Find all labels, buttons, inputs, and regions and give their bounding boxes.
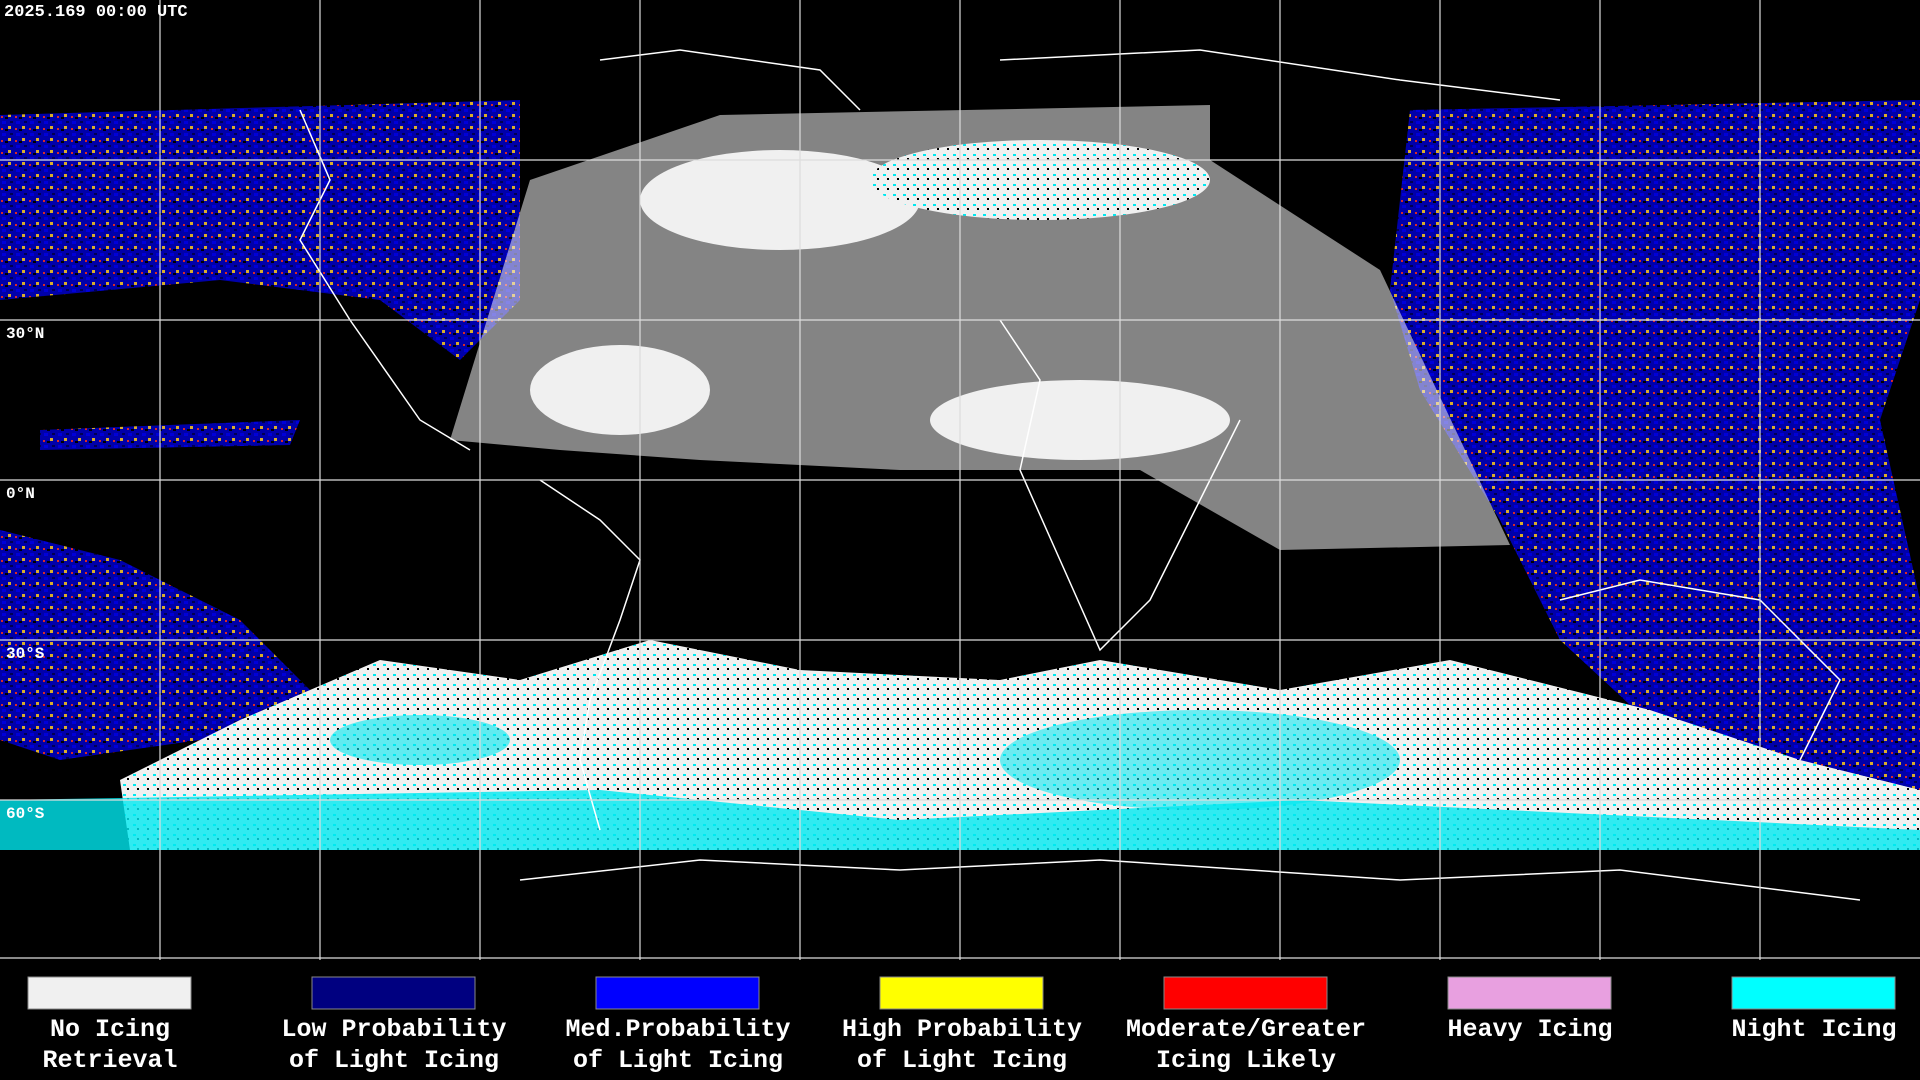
legend-label: of Light Icing — [573, 1046, 783, 1075]
coastline — [999, 319, 1241, 652]
latitude-labels: 30°N 0°N 30°S 60°S — [6, 325, 45, 823]
legend-swatch — [595, 976, 760, 1010]
icing-field — [0, 100, 1920, 850]
legend-label: Moderate/Greater — [1126, 1015, 1366, 1044]
legend-swatch — [1163, 976, 1328, 1010]
coastlines — [299, 49, 1861, 901]
latitude-label: 30°N — [6, 325, 44, 343]
legend-label: of Light Icing — [857, 1046, 1067, 1075]
legend-label: Low Probability — [281, 1015, 506, 1044]
coastline — [539, 479, 641, 831]
cloud-region — [640, 150, 920, 250]
coastline — [519, 859, 1861, 901]
latitude-label: 0°N — [6, 485, 35, 503]
latitude-label: 30°S — [6, 645, 45, 663]
icing-region — [0, 100, 520, 360]
legend-swatch — [1731, 976, 1896, 1010]
night-icing-region — [1000, 710, 1400, 810]
legend-label: High Probability — [842, 1015, 1082, 1044]
legend-label: Icing Likely — [1156, 1046, 1336, 1075]
legend-label: Med.Probability — [565, 1015, 790, 1044]
legend-swatch — [27, 976, 192, 1010]
icing-region — [1390, 100, 1920, 790]
legend-label: of Light Icing — [289, 1046, 499, 1075]
legend-label: Night Icing — [1731, 1015, 1896, 1044]
cloud-region — [530, 345, 710, 435]
legend-swatch — [1447, 976, 1612, 1010]
legend-label: Retrieval — [42, 1046, 177, 1075]
night-icing-region — [330, 715, 510, 765]
graticule — [0, 0, 1920, 960]
timestamp: 2025.169 00:00 UTC — [4, 3, 188, 22]
icing-region — [0, 530, 310, 760]
legend-label: No Icing — [50, 1015, 170, 1044]
latitude-label: 60°S — [6, 805, 45, 823]
cloud-region — [930, 380, 1230, 460]
coastline — [999, 49, 1561, 101]
icing-region — [40, 420, 300, 450]
legend-swatch — [311, 976, 476, 1010]
legend-label: Heavy Icing — [1447, 1015, 1612, 1044]
cloud-region — [870, 140, 1210, 220]
legend-swatch — [879, 976, 1044, 1010]
coastline — [299, 109, 471, 451]
